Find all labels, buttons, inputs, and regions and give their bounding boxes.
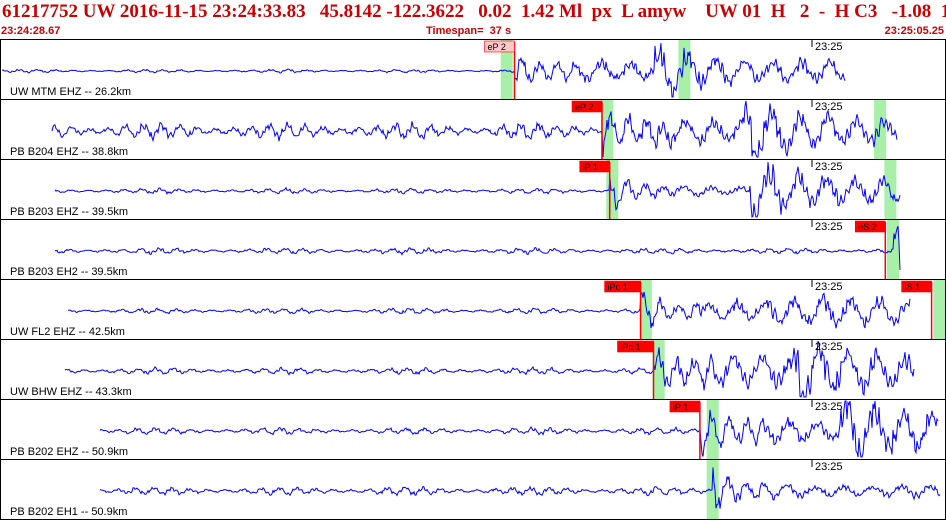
trace-panel: iP 1 23:25 PB B203 EHZ -- 39.5km: [0, 159, 946, 220]
pick-label: eS 2: [858, 222, 877, 232]
trace-panel-border: [0, 279, 946, 340]
station-label: PB B202 EH1 -- 50.9km: [10, 506, 127, 518]
waveform-trace: [67, 291, 911, 329]
pick-label: iS 1: [905, 282, 921, 292]
trace-panel-border: [0, 99, 946, 160]
trace-panel-border: [0, 339, 946, 400]
trace-panel-border: [0, 399, 946, 460]
minute-label: 23:25: [815, 221, 843, 233]
station-label: UW FL2 EHZ -- 42.5km: [10, 326, 125, 338]
pick-label-box: [571, 100, 603, 113]
pick-label: eP 2: [488, 42, 506, 52]
minute-label: 23:25: [815, 41, 843, 53]
pick-window: [652, 339, 665, 399]
pick-label-box: [669, 400, 701, 413]
trace-panel: eP 2 23:25 PB B204 EHZ -- 38.8km: [0, 99, 946, 160]
waveform-trace: [99, 400, 939, 458]
station-label: PB B204 EHZ -- 38.8km: [10, 146, 128, 158]
trace-panel: iPc 1 23:25 UW BHW EHZ -- 43.3km: [0, 339, 946, 400]
pick-label-box: [579, 160, 611, 173]
pick-window: [500, 39, 513, 99]
pick-label-box: [901, 280, 932, 293]
time-end-label: 23:25:05.25: [884, 25, 944, 37]
event-header: 61217752 UW 2016-11-15 23:24:33.83 45.81…: [2, 1, 946, 22]
minute-label: 23:25: [815, 461, 843, 473]
trace-panel: eS 2 23:25 PB B203 EH2 -- 39.5km: [0, 219, 946, 280]
pick-label: iPc 1: [608, 282, 628, 292]
pick-window: [639, 279, 652, 339]
trace-panel-border: [0, 459, 946, 520]
minute-label: 23:25: [815, 341, 843, 353]
station-label: UW BHW EHZ -- 43.3km: [10, 386, 132, 398]
timespan-label: Timespan= 37 s: [426, 25, 512, 37]
minute-label: 23:25: [815, 401, 843, 413]
station-label: PB B203 EH2 -- 39.5km: [10, 266, 127, 278]
pick-label: iPc 1: [621, 342, 641, 352]
pick-label: eP 2: [575, 102, 593, 112]
pick-label: iP 1: [583, 162, 598, 172]
trace-panel: iPc 1 iS 1 23:25 UW FL2 EHZ -- 42.5km: [0, 279, 946, 340]
trace-panel: eP 2 23:25 UW MTM EHZ -- 26.2km: [0, 39, 946, 100]
minute-label: 23:25: [815, 281, 843, 293]
station-label: UW MTM EHZ -- 26.2km: [10, 86, 131, 98]
trace-panel-border: [0, 39, 946, 100]
pick-label-box: [604, 280, 641, 293]
time-start-label: 23:24:28.67: [1, 25, 61, 37]
minute-label: 23:25: [815, 101, 843, 113]
pick-window: [884, 159, 897, 219]
pick-window: [933, 279, 946, 339]
trace-panel: iP 1 23:25 PB B202 EHZ -- 50.9km: [0, 399, 946, 460]
pick-label-box: [617, 340, 654, 353]
trace-panel-border: [0, 219, 946, 280]
pick-label: iP 1: [673, 402, 688, 412]
waveform-trace: [54, 162, 901, 219]
station-label: PB B203 EHZ -- 39.5km: [10, 206, 128, 218]
pick-label-box: [854, 220, 886, 233]
waveform-trace: [1, 43, 846, 98]
waveform-trace: [64, 340, 915, 398]
waveform-trace: [51, 100, 898, 158]
station-label: PB B202 EHZ -- 50.9km: [10, 446, 128, 458]
pick-label-box: [484, 40, 515, 53]
waveform-trace: [54, 226, 901, 271]
minute-label: 23:25: [815, 161, 843, 173]
waveform-trace: [99, 467, 941, 509]
